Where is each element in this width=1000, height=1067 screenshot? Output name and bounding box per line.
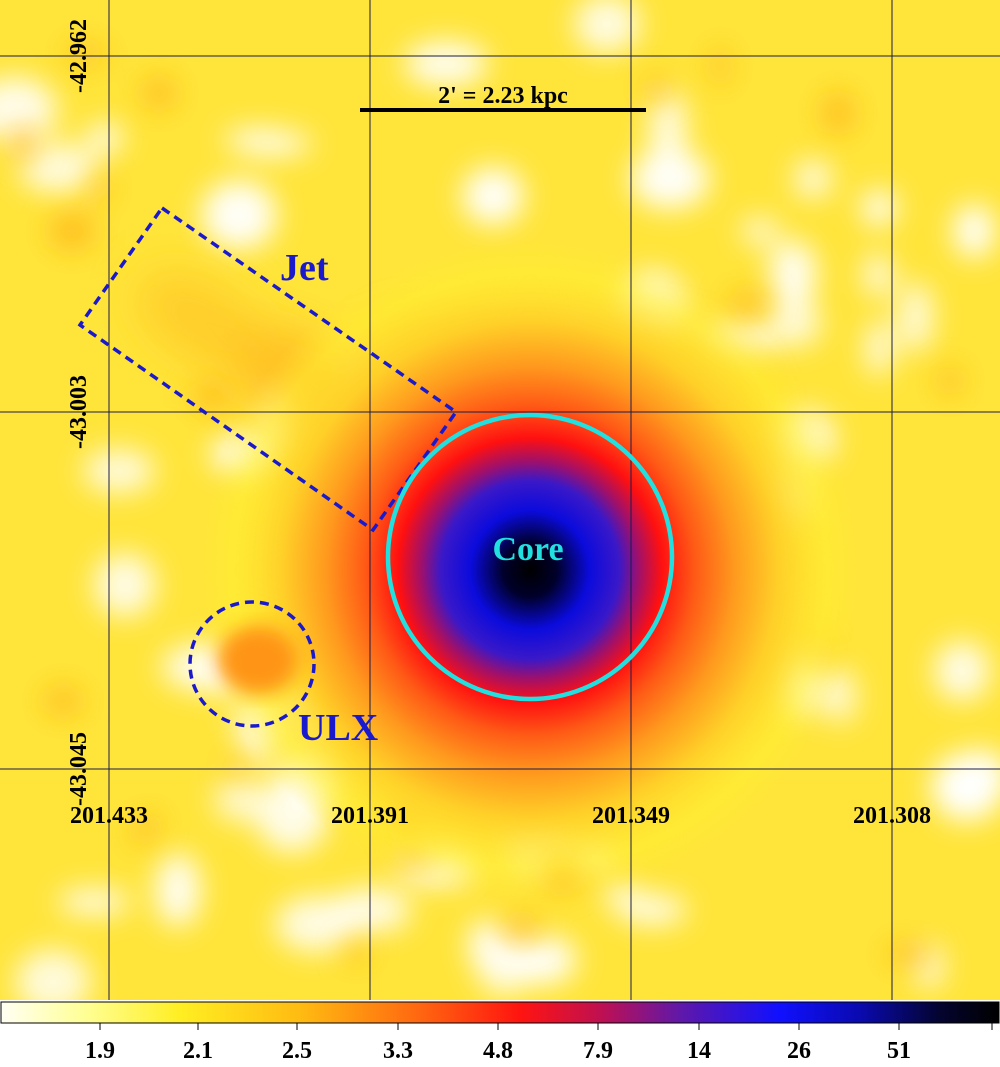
noise-blob — [155, 853, 201, 927]
noise-blob — [228, 756, 244, 780]
noise-blob — [193, 381, 231, 411]
noise-blob — [15, 949, 91, 1015]
noise-blob — [645, 76, 669, 100]
noise-blob — [822, 92, 854, 134]
noise-blob — [94, 553, 156, 617]
noise-blob — [794, 159, 832, 199]
noise-blob — [863, 253, 893, 297]
noise-blob — [44, 687, 82, 715]
core-region — [385, 412, 675, 702]
noise-blob — [865, 320, 893, 376]
noise-blob — [726, 292, 770, 314]
noise-blob — [934, 641, 990, 701]
noise-blob — [574, 0, 640, 53]
noise-blob — [139, 815, 161, 831]
noise-blob — [468, 920, 508, 970]
noise-blob — [0, 77, 57, 143]
noise-blob — [58, 889, 130, 915]
noise-blob — [649, 89, 687, 165]
noise-blob — [18, 143, 98, 193]
colorbar-tick-label: 7.9 — [583, 1038, 613, 1062]
noise-blob — [953, 204, 995, 258]
noise-blob — [899, 282, 933, 352]
jet-label: Jet — [280, 247, 329, 289]
ra-tick-label: 201.349 — [592, 803, 670, 829]
noise-blob — [49, 212, 95, 250]
dec-tick-label: -43.003 — [66, 375, 92, 449]
noise-blob — [507, 935, 577, 985]
noise-blob — [462, 167, 524, 225]
noise-blob — [712, 46, 728, 86]
ra-tick-label: 201.391 — [331, 803, 409, 829]
noise-blob — [142, 77, 176, 109]
noise-blob — [12, 125, 34, 161]
noise-blob — [201, 180, 277, 250]
noise-blob — [83, 449, 155, 493]
colorbar-ticks — [99, 1023, 993, 1030]
dec-tick-label: -43.045 — [66, 732, 92, 806]
ulx-region — [188, 600, 316, 728]
jet-region — [77, 205, 459, 533]
colorbar-tick-label: 2.1 — [183, 1038, 213, 1062]
noise-blob — [500, 917, 542, 939]
noise-blob — [741, 217, 779, 245]
noise-blob — [935, 760, 1000, 804]
noise-blob — [343, 943, 369, 961]
coordinate-grid — [0, 0, 1000, 1000]
noise-blob — [769, 240, 817, 308]
noise-blob — [275, 896, 359, 952]
ra-tick-label: 201.433 — [70, 803, 148, 829]
colorbar-tick-label: 51 — [887, 1038, 911, 1062]
noise-blob — [90, 176, 110, 200]
core-label: Core — [492, 531, 563, 568]
noise-blob — [603, 884, 643, 910]
core-emission — [200, 240, 860, 900]
ulx-label: ULX — [298, 707, 378, 749]
scale-bar-label: 2' = 2.23 kpc — [438, 83, 568, 109]
noise-blob — [87, 123, 123, 153]
noise-blob — [630, 149, 710, 209]
ra-tick-label: 201.308 — [853, 803, 931, 829]
colorbar-tick-label: 14 — [687, 1038, 711, 1062]
noise-blob — [861, 190, 897, 226]
colorbar-tick-label: 2.5 — [282, 1038, 312, 1062]
colorbar-tick-label: 3.3 — [383, 1038, 413, 1062]
noise-blob — [214, 776, 266, 822]
colorbar-tick-label: 4.8 — [483, 1038, 513, 1062]
noise-blob — [64, 45, 108, 63]
noise-blob — [766, 299, 822, 347]
noise-blob — [404, 41, 488, 87]
noise-blob — [239, 131, 313, 157]
colorbar-tick-label: 26 — [787, 1038, 811, 1062]
noise-blob — [938, 367, 962, 395]
colorbar-tick-label: 1.9 — [85, 1038, 115, 1062]
noise-blob — [886, 944, 932, 964]
colorbar-tick-labels: 1.9 2.1 2.5 3.3 4.8 7.9 14 26 51 — [85, 1038, 911, 1064]
dec-tick-label: -42.962 — [66, 19, 92, 93]
ulx-emission — [218, 626, 298, 694]
colorbar — [0, 1001, 1000, 1024]
